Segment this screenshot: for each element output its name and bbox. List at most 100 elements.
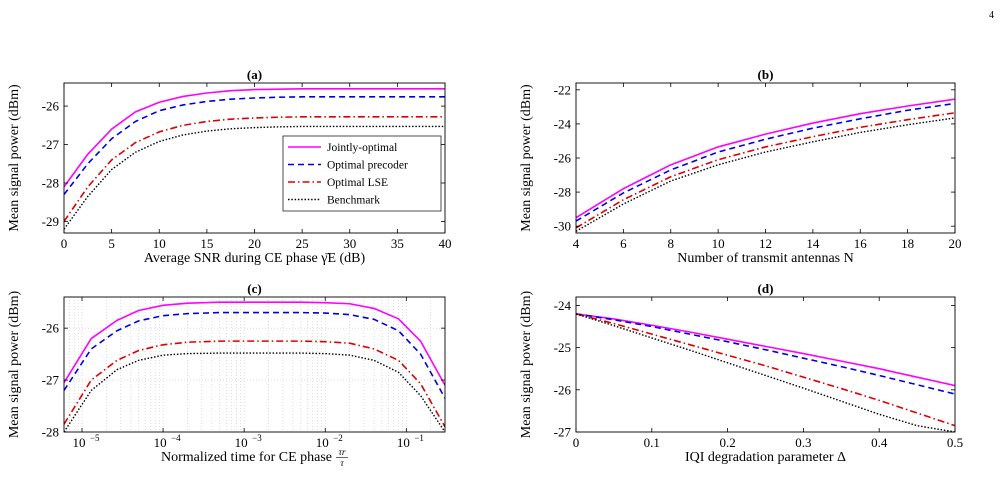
x-axis-label: Normalized time for CE phase [161, 450, 332, 465]
x-tick-exponent: −1 [414, 433, 424, 443]
x-tick-exponent: −4 [171, 433, 181, 443]
y-tick-label: -27 [42, 373, 60, 388]
series-line-1 [64, 301, 445, 386]
x-tick-label: 40 [439, 236, 452, 251]
panel-title: (c) [247, 281, 261, 296]
y-axis-label: Mean signal power (dBm) [519, 84, 534, 232]
y-tick-label: -26 [42, 99, 60, 114]
y-axis: -28 -27 -26 [42, 321, 445, 440]
x-axis-label: Average SNR during CE phase γ̄E (dB) [144, 251, 366, 266]
series-line-1 [576, 313, 955, 387]
x-axis: 10 −5 10 −4 10 −3 10 −2 10 −1 [72, 297, 424, 450]
legend-box [282, 135, 442, 212]
x-label-fraction-numerator: τr [338, 448, 345, 458]
x-tick-label: 30 [343, 236, 356, 251]
y-tick-label: -22 [554, 82, 571, 97]
x-axis: 4 6 8 10 12 14 16 18 20 [573, 83, 962, 251]
y-tick-label: -26 [42, 321, 60, 336]
x-tick-label: 0.5 [947, 435, 963, 450]
series-line-2 [576, 102, 955, 222]
x-tick-label: 0 [573, 435, 580, 450]
y-tick-label: -26 [554, 382, 572, 397]
y-tick-label: -24 [554, 298, 572, 313]
x-tick-label: 10 [154, 435, 167, 450]
y-tick-label: -28 [42, 176, 59, 191]
series-lines [576, 98, 955, 232]
panel-title: (b) [758, 67, 774, 82]
x-tick-label: 10 [235, 435, 248, 450]
y-axis-label: Mean signal power (dBm) [7, 290, 22, 438]
plot-frame [575, 296, 956, 433]
x-tick-label: 10 [397, 435, 410, 450]
x-tick-label: 35 [391, 236, 404, 251]
series-line-4 [64, 352, 445, 432]
plot-frame [575, 82, 956, 234]
x-tick-label: 5 [108, 236, 115, 251]
x-axis-label: Number of transmit antennas N [677, 251, 854, 266]
x-tick-label: 12 [759, 236, 772, 251]
panel-d: 0 0.1 0.2 0.3 0.4 0.5 -27 -26 -25 -24 (d) IQI degra… [519, 281, 963, 465]
y-axis-label: Mean signal power (dBm) [7, 84, 22, 232]
panel-a: 0 5 10 15 20 25 30 35 40 -29 -28 -27 -26 (a) Average S… [7, 67, 452, 266]
x-axis-label: IQI degradation parameter Δ [685, 450, 846, 465]
legend-label-2: Optimal precoder [327, 160, 408, 172]
x-tick-label: 16 [854, 236, 868, 251]
series-lines [576, 313, 955, 432]
x-tick-label: 10 [72, 435, 85, 450]
series-line-3 [64, 116, 445, 222]
y-tick-label: -28 [42, 425, 59, 440]
series-line-3 [64, 340, 445, 428]
y-tick-label: -24 [554, 116, 572, 131]
series-line-1 [64, 87, 445, 188]
y-axis-label: Mean signal power (dBm) [519, 290, 534, 438]
y-tick-label: -27 [554, 425, 572, 440]
x-tick-label: 0.4 [871, 435, 888, 450]
x-tick-label: 10 [712, 236, 725, 251]
series-line-3 [576, 313, 955, 427]
panel-title: (a) [247, 67, 262, 82]
plot-frame [63, 296, 446, 433]
y-tick-label: -28 [554, 185, 571, 200]
series-line-2 [64, 96, 445, 196]
x-tick-label: 0 [61, 236, 68, 251]
x-tick-label: 18 [901, 236, 914, 251]
legend-label-3: Optimal LSE [327, 177, 388, 189]
series-line-2 [576, 313, 955, 395]
x-tick-label: 15 [200, 236, 213, 251]
x-tick-label: 0.3 [795, 435, 811, 450]
panel-title: (d) [758, 281, 774, 296]
page-number: 4 [989, 10, 994, 21]
y-tick-label: -26 [554, 151, 572, 166]
x-tick-exponent: −2 [333, 433, 343, 443]
y-tick-label: -29 [42, 214, 59, 229]
x-tick-label: 14 [806, 236, 820, 251]
x-axis: 0 0.1 0.2 0.3 0.4 0.5 [573, 297, 963, 450]
x-tick-label: 20 [949, 236, 962, 251]
legend: Jointly-optimal Optimal precoder Optimal L… [282, 135, 442, 212]
x-tick-label: 10 [316, 435, 329, 450]
panel-b: 4 6 8 10 12 14 16 18 20 -30 -28 -26 -24 -22 (b) Number … [519, 67, 962, 266]
x-tick-label: 0.1 [644, 435, 660, 450]
legend-label-1: Jointly-optimal [327, 142, 397, 154]
x-tick-label: 6 [620, 236, 627, 251]
y-axis: -30 -28 -26 -24 -22 [554, 82, 955, 234]
y-tick-label: -27 [42, 137, 60, 152]
series-line-4 [64, 125, 445, 230]
series-line-4 [576, 313, 955, 432]
x-tick-exponent: −3 [252, 433, 262, 443]
y-tick-label: -25 [554, 340, 571, 355]
y-tick-label: -30 [554, 219, 571, 234]
x-tick-label: 25 [296, 236, 309, 251]
panel-c: 10 −5 10 −4 10 −3 10 −2 10 −1 -28 -27 -26 (c) Normaliz… [7, 281, 446, 469]
y-axis: -27 -26 -25 -24 [554, 298, 955, 440]
grid [63, 297, 445, 433]
series-lines [64, 301, 445, 432]
x-tick-exponent: −5 [90, 433, 100, 443]
y-axis: -29 -28 -27 -26 [42, 99, 445, 229]
x-label-fraction-denominator: τ [340, 459, 344, 469]
x-tick-label: 20 [248, 236, 261, 251]
x-tick-label: 4 [573, 236, 580, 251]
series-line-1 [576, 98, 955, 219]
series-line-2 [64, 311, 445, 399]
